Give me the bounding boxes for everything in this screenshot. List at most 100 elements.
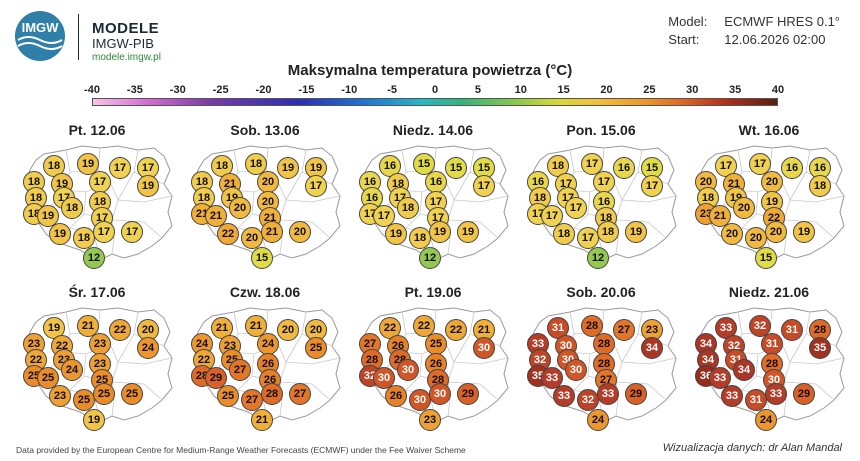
region-border — [783, 219, 835, 239]
temperature-bubble: 21 — [77, 315, 99, 337]
temperature-bubble: 33 — [709, 367, 731, 389]
temperature-bubble: 28 — [593, 333, 615, 355]
temperature-bubble: 20 — [257, 171, 279, 193]
temperature-bubble: 30 — [373, 367, 395, 389]
temperature-bubble: 17 — [749, 153, 771, 175]
region-border — [783, 381, 835, 401]
forecast-panel: Niedz. 21.06 33 32 31 28 34 32 31 35 34 36 31 28 33 34… — [686, 284, 852, 432]
temperature-bubble: 27 — [229, 359, 251, 381]
region-border — [111, 381, 163, 401]
model-value: ECMWF HRES 0.1° — [724, 14, 840, 29]
temperature-bubble: 22 — [379, 317, 401, 339]
colorbar-tick: 15 — [557, 84, 570, 96]
temperature-bubble: 15 — [641, 157, 663, 179]
colorbar-tick: -35 — [126, 84, 143, 96]
temperature-bubble: 35 — [809, 337, 831, 359]
temperature-bubble: 20 — [733, 197, 755, 219]
panel-date-title: Wt. 16.06 — [738, 122, 800, 138]
temperature-bubble: 33 — [597, 383, 619, 405]
temperature-bubble: 33 — [553, 385, 575, 407]
temperature-bubble: 21 — [709, 205, 731, 227]
temperature-bubble: 24 — [61, 359, 83, 381]
temperature-bubble: 25 — [73, 389, 95, 411]
temperature-bubble: 19 — [305, 157, 327, 179]
colorbar-tick: -20 — [255, 84, 272, 96]
forecast-panel: Pt. 19.06 22 22 22 21 27 26 25 30 28 32 28 26 30 30 28 2… — [350, 284, 516, 432]
colorbar-tick: 40 — [771, 84, 785, 96]
poland-map: 33 32 31 28 34 32 31 35 34 36 31 28 33 34 30 33 31 33 29 24 — [686, 304, 852, 432]
panel-date-title: Niedz. 21.06 — [728, 284, 810, 300]
temperature-bubble: 23 — [49, 385, 71, 407]
temperature-bubble: 18 — [73, 227, 95, 249]
temperature-bubble: 26 — [385, 385, 407, 407]
temperature-bubble: 12 — [419, 247, 441, 269]
temperature-bubble: 18 — [245, 153, 267, 175]
temperature-bubble: 20 — [277, 319, 299, 341]
temperature-bubble: 15 — [251, 247, 273, 269]
temperature-bubble: 17 — [715, 155, 737, 177]
region-border — [789, 171, 807, 201]
temperature-bubble: 15 — [413, 153, 435, 175]
temperature-bubble: 30 — [565, 359, 587, 381]
region-border — [117, 171, 135, 201]
temperature-bubble: 19 — [43, 317, 65, 339]
forecast-panel: Czw. 18.06 21 21 20 20 24 23 24 25 22 28 25 26 29 27 26… — [182, 284, 348, 432]
temperature-bubble: 19 — [277, 157, 299, 179]
temperature-bubble: 18 — [597, 221, 619, 243]
temperature-bubble: 17 — [581, 153, 603, 175]
temperature-bubble: 15 — [445, 157, 467, 179]
temperature-bubble: 17 — [373, 205, 395, 227]
panel-date-title: Pt. 12.06 — [68, 122, 126, 138]
temperature-bubble: 18 — [553, 223, 575, 245]
temperature-bubble: 17 — [593, 171, 615, 193]
temperature-bubble: 16 — [613, 157, 635, 179]
temperature-bubble: 19 — [385, 223, 407, 245]
temperature-bubble: 24 — [587, 409, 609, 431]
region-border — [789, 333, 807, 363]
start-value: 12.06.2026 02:00 — [724, 32, 826, 47]
temperature-bubble: 20 — [765, 221, 787, 243]
brand-logo: IMGW MODELE IMGW-PIB modele.imgw.pl — [14, 10, 174, 63]
panel-date-title: Sob. 20.06 — [566, 284, 636, 300]
temperature-bubble: 18 — [809, 175, 831, 197]
temperature-bubble: 29 — [793, 383, 815, 405]
temperature-bubble: 24 — [137, 337, 159, 359]
temperature-bubble: 20 — [761, 171, 783, 193]
forecast-panel: Niedz. 14.06 16 15 15 15 16 18 16 17 16 17 17 17 17 18… — [350, 122, 516, 270]
region-border — [447, 219, 499, 239]
brand-url[interactable]: modele.imgw.pl — [92, 52, 161, 63]
region-border — [117, 357, 173, 365]
temperature-bubble: 29 — [205, 367, 227, 389]
region-border — [111, 219, 163, 239]
temperature-bubble: 24 — [755, 409, 777, 431]
temperature-bubble: 22 — [217, 223, 239, 245]
brand-subname: IMGW-PIB — [92, 36, 154, 51]
temperature-bubble: 18 — [191, 171, 213, 193]
region-border — [615, 381, 667, 401]
temperature-bubble: 19 — [429, 221, 451, 243]
temperature-bubble: 30 — [409, 389, 431, 411]
temperature-bubble: 32 — [749, 315, 771, 337]
visualization-credit: Wizualizacja danych: dr Alan Mandal — [662, 442, 842, 454]
temperature-bubble: 27 — [613, 319, 635, 341]
logo-text: IMGW — [22, 20, 60, 35]
temperature-bubble: 17 — [577, 227, 599, 249]
temperature-bubble: 17 — [121, 221, 143, 243]
temperature-bubble: 17 — [473, 175, 495, 197]
temperature-bubble: 27 — [289, 383, 311, 405]
poland-map: 16 15 15 15 16 18 16 17 16 17 17 17 17 18 17 19 18 19 19 12 — [350, 142, 516, 270]
colorbar-tick: 0 — [431, 84, 439, 96]
forecast-panel: Wt. 16.06 17 17 16 16 20 21 20 18 18 23 19 19 21 20 22 2… — [686, 122, 852, 270]
temperature-bubble: 33 — [541, 367, 563, 389]
temperature-bubble: 19 — [625, 221, 647, 243]
temperature-bubble: 24 — [257, 333, 279, 355]
temperature-bubble: 19 — [49, 223, 71, 245]
panel-date-title: Pon. 15.06 — [566, 122, 636, 138]
temperature-bubble: 19 — [137, 175, 159, 197]
temperature-bubble: 12 — [587, 247, 609, 269]
colorbar-tick: 20 — [600, 84, 613, 96]
temperature-bubble: 20 — [241, 227, 263, 249]
poland-map: 21 21 20 20 24 23 24 25 22 28 25 26 29 27 26 25 27 28 27 21 — [182, 304, 348, 432]
model-info: Model: ECMWF HRES 0.1° Start: 12.06.2026… — [668, 14, 840, 50]
forecast-panel: Pon. 15.06 18 17 16 15 16 17 17 17 18 17 17 16 17 17 18… — [518, 122, 684, 270]
